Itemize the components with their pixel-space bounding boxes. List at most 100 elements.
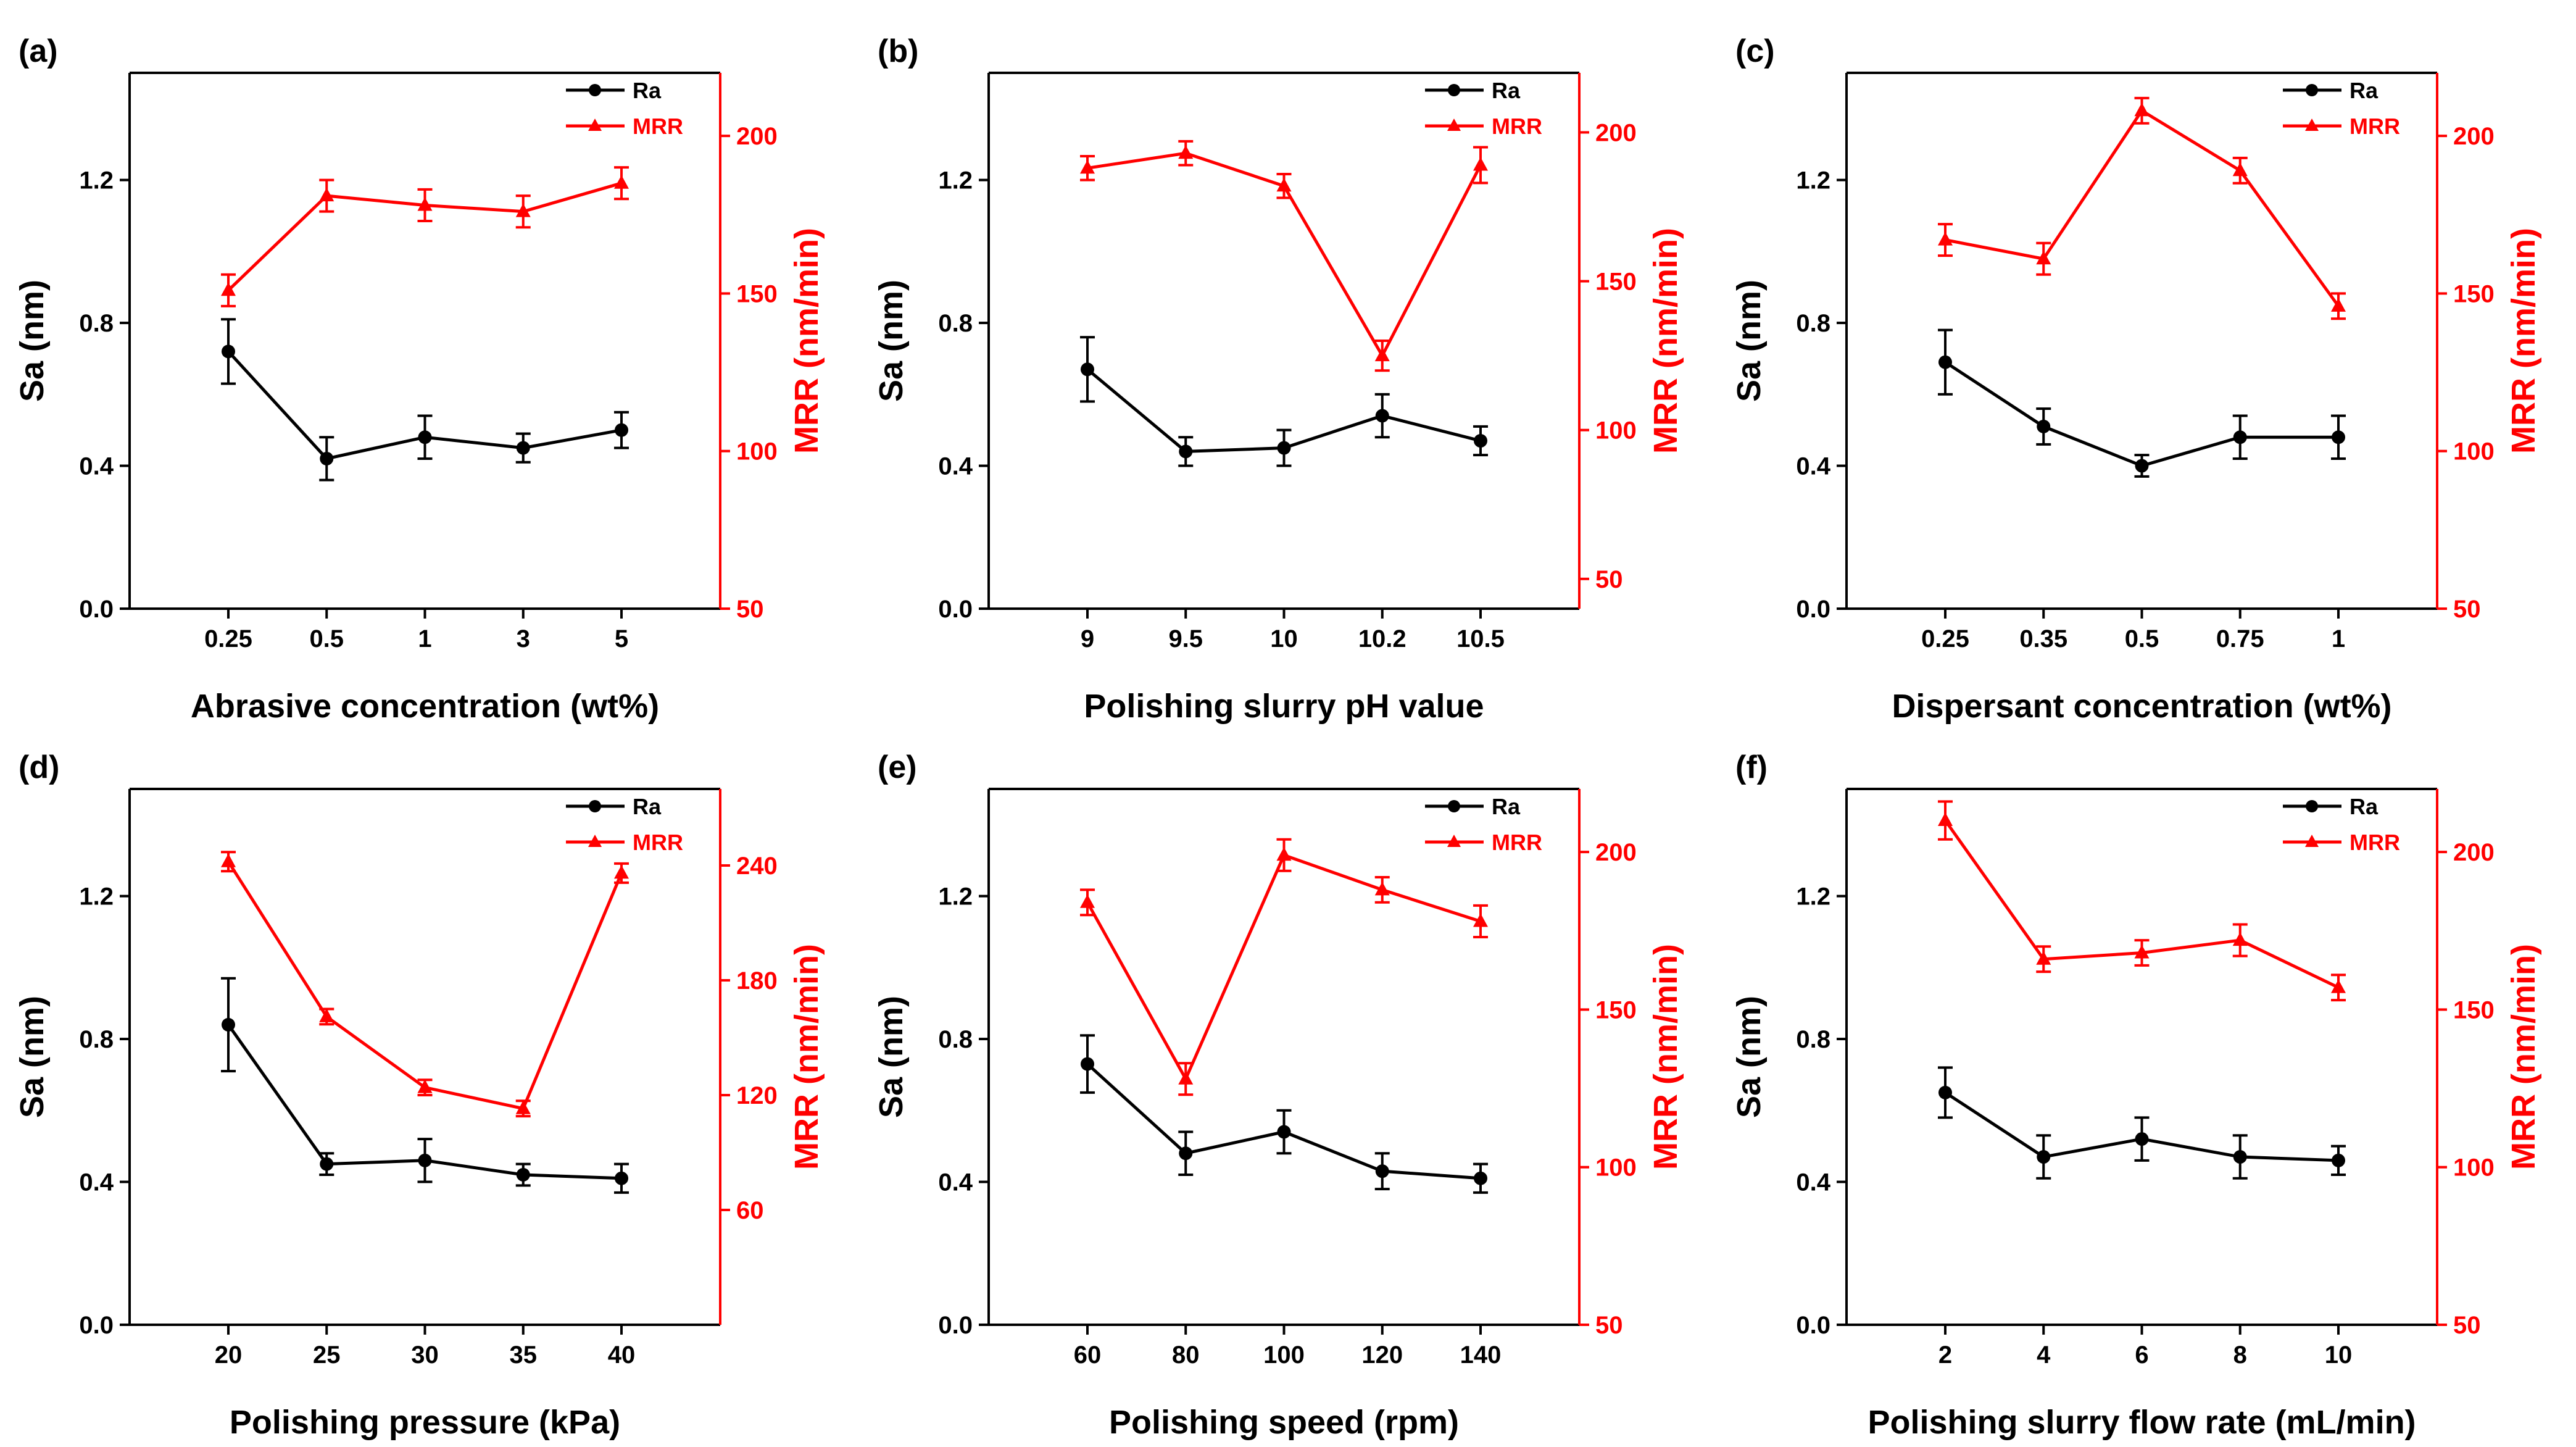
legend-marker: [1448, 84, 1460, 96]
x-tick-label: 0.5: [309, 625, 344, 653]
data-point-ra: [2332, 1153, 2345, 1167]
legend-marker: [2305, 835, 2319, 847]
data-point-mrr: [2232, 932, 2248, 946]
legend-marker: [2305, 119, 2319, 131]
y-tick-label: 0.0: [1796, 1312, 1830, 1339]
data-point-mrr: [2134, 102, 2150, 117]
data-point-mrr: [1374, 882, 1390, 896]
y-tick-label: 1.2: [938, 883, 973, 911]
y-tick-label: 1.2: [79, 167, 114, 194]
data-point-ra: [320, 1157, 334, 1171]
y2-tick-label: 100: [1595, 417, 1637, 444]
data-point-ra: [1081, 1057, 1094, 1071]
y-tick-label: 0.4: [938, 1169, 973, 1196]
data-point-ra: [1474, 1171, 1487, 1185]
data-point-mrr: [1080, 160, 1095, 174]
y2-axis-title: MRR (nm/min): [788, 228, 825, 454]
data-point-ra: [1375, 409, 1389, 423]
data-point-mrr: [417, 1079, 433, 1093]
y2-tick-label: 60: [736, 1197, 764, 1224]
x-tick-label: 10.2: [1358, 625, 1406, 653]
y2-tick-label: 50: [2453, 1312, 2481, 1339]
data-point-ra: [2037, 1150, 2051, 1164]
y2-tick-label: 50: [1595, 1312, 1623, 1339]
x-tick-label: 4: [2037, 1341, 2051, 1369]
series-line-mrr: [226, 861, 623, 1111]
y-tick-label: 1.2: [1796, 167, 1830, 194]
series-line-mrr: [1945, 108, 2340, 307]
data-point-ra: [1375, 1164, 1389, 1178]
legend-marker: [2306, 84, 2318, 96]
data-point-ra: [2233, 430, 2247, 444]
y-axis-title: Sa (nm): [14, 280, 51, 402]
data-point-mrr: [515, 203, 531, 217]
chart-panel: (d) 0.0 0.4 0.8 1.2 60 120 180 240 20 25 30 35 40 Poli…: [14, 749, 825, 1441]
legend-label: Ra: [2350, 794, 2379, 819]
x-tick-label: 0.35: [2019, 625, 2067, 653]
data-point-ra: [615, 1171, 628, 1185]
data-point-mrr: [2036, 251, 2051, 265]
data-point-ra: [418, 1153, 432, 1167]
y2-tick-label: 240: [736, 853, 778, 880]
legend-marker: [588, 835, 602, 847]
x-tick-label: 10: [2325, 1341, 2353, 1369]
data-point-ra: [1938, 1085, 1952, 1099]
y-tick-label: 0.8: [938, 310, 973, 337]
y-tick-label: 0.0: [938, 1312, 973, 1339]
x-axis-title: Dispersant concentration (wt%): [1892, 688, 2391, 725]
chart-panel: (f) 0.0 0.4 0.8 1.2 50 100 150 200 2 4 6 8 10 Polishin…: [1730, 749, 2542, 1441]
y2-tick-label: 200: [1595, 839, 1637, 866]
data-point-ra: [222, 1017, 235, 1032]
legend-label: Ra: [1492, 794, 1521, 819]
y2-axis-title: MRR (nm/min): [2505, 944, 2542, 1170]
x-tick-label: 120: [1361, 1341, 1403, 1369]
data-point-mrr: [319, 188, 334, 202]
data-point-ra: [516, 1167, 530, 1182]
y-tick-label: 0.4: [79, 1169, 114, 1196]
panel-label: (b): [878, 33, 918, 69]
y-tick-label: 0.0: [938, 596, 973, 623]
y2-tick-label: 100: [736, 438, 778, 465]
legend-marker: [1447, 835, 1461, 847]
data-point-mrr: [614, 175, 629, 189]
data-point-mrr: [614, 865, 629, 879]
y-axis-title: Sa (nm): [873, 996, 910, 1118]
y2-tick-label: 150: [2453, 280, 2495, 307]
legend-label: Ra: [1492, 78, 1521, 103]
chart-panel: (b) 0.0 0.4 0.8 1.2 50 100 150 200 9 9.5 10 10.2 10.5…: [873, 33, 1684, 725]
x-tick-label: 0.25: [1921, 625, 1969, 653]
x-tick-label: 10: [1270, 625, 1298, 653]
x-tick-label: 3: [517, 625, 530, 653]
data-point-ra: [1081, 362, 1094, 377]
y-tick-label: 0.0: [79, 596, 114, 623]
legend-marker: [1448, 800, 1460, 812]
data-point-ra: [2233, 1150, 2247, 1164]
y-tick-label: 0.8: [1796, 310, 1830, 337]
x-tick-label: 30: [411, 1341, 439, 1369]
y2-tick-label: 100: [1595, 1154, 1637, 1182]
data-point-mrr: [2134, 945, 2150, 959]
data-point-mrr: [1178, 1070, 1194, 1085]
legend-marker: [589, 84, 601, 96]
data-point-mrr: [1276, 847, 1292, 861]
data-point-mrr: [221, 853, 236, 867]
x-tick-label: 0.75: [2216, 625, 2264, 653]
legend-marker: [2306, 800, 2318, 812]
y2-tick-label: 200: [736, 123, 778, 150]
data-point-ra: [1277, 1125, 1291, 1139]
x-tick-label: 2: [1938, 1341, 1952, 1369]
y2-tick-label: 150: [736, 280, 778, 307]
data-point-mrr: [2331, 979, 2346, 993]
x-tick-label: 0.25: [204, 625, 252, 653]
x-axis-title: Polishing slurry pH value: [1084, 688, 1484, 725]
x-tick-label: 0.5: [2125, 625, 2159, 653]
legend-marker: [589, 800, 601, 812]
x-tick-label: 6: [2135, 1341, 2148, 1369]
data-point-ra: [516, 441, 530, 455]
panel-label: (d): [19, 749, 59, 785]
y-tick-label: 0.8: [79, 310, 114, 337]
data-point-mrr: [2331, 298, 2346, 312]
x-tick-label: 60: [1074, 1341, 1102, 1369]
data-point-ra: [2135, 1132, 2149, 1146]
